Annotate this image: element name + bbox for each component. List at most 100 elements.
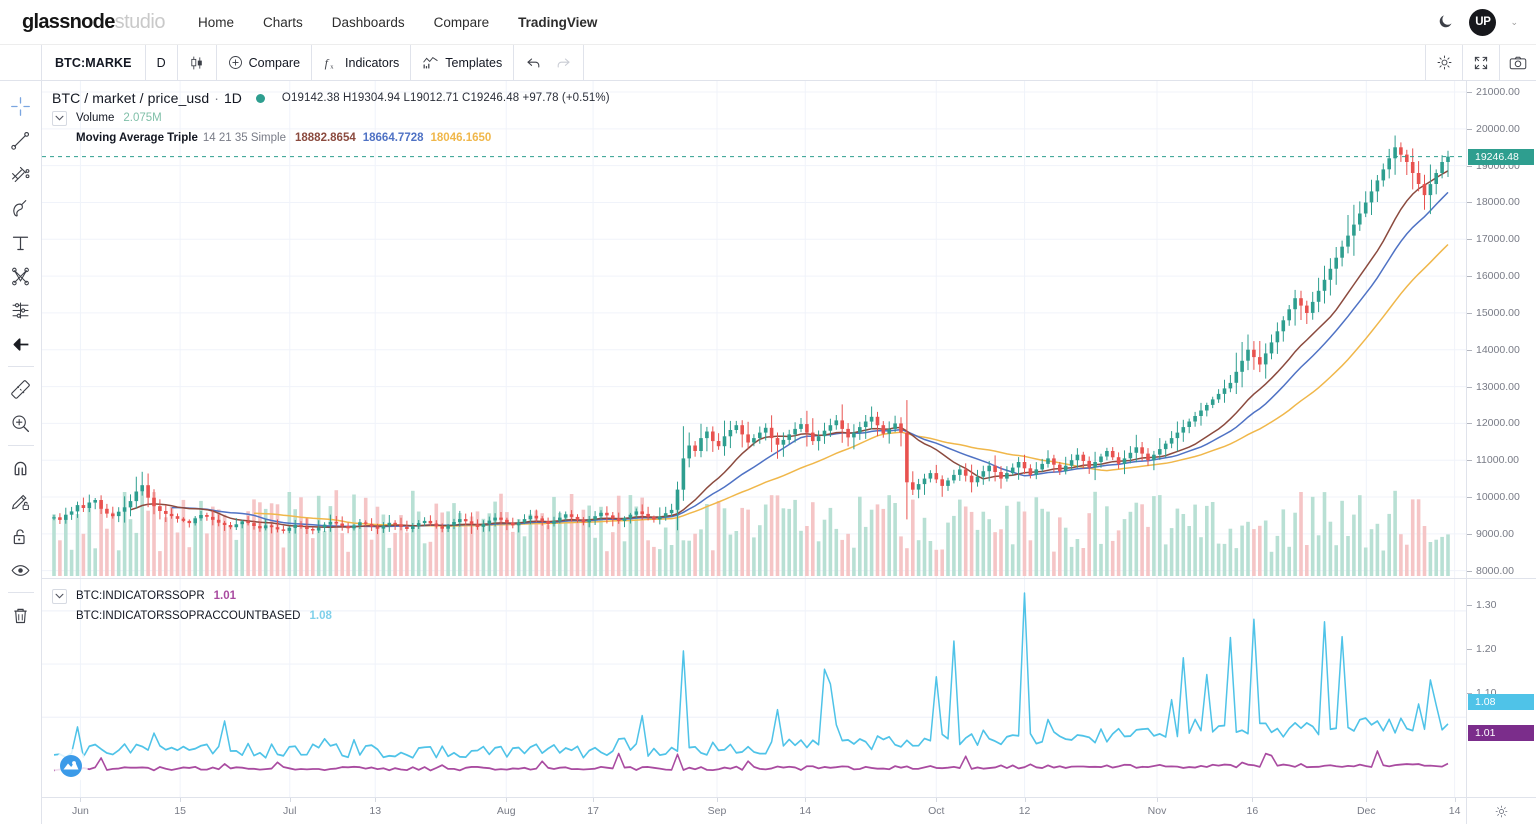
sopr-label: BTC:INDICATORSSOPR (76, 590, 205, 602)
volume-value: 2.075M (123, 112, 162, 124)
time-axis-label: 15 (174, 805, 186, 817)
indicator-axis-tick (1467, 605, 1472, 607)
interval-button[interactable]: D (146, 45, 178, 80)
moving-average-params: 14 21 35 Simple (202, 132, 286, 144)
indicator-value-badge: 1.08 (1468, 693, 1534, 710)
price-axis-tick (1467, 570, 1472, 572)
trend-line-icon[interactable] (4, 123, 38, 157)
measure-icon[interactable] (4, 372, 38, 406)
zoom-in-icon[interactable] (4, 406, 38, 440)
templates-label: Templates (445, 55, 503, 70)
indicator-chart-canvas[interactable]: BTC:INDICATORSSOPR 1.01 BTC:INDICATORSSO… (42, 579, 1466, 797)
ohlc-values: O19142.38 H19304.94 L19012.71 C19246.48 … (281, 92, 610, 104)
nav-right-group: UP ⌄ (1437, 8, 1518, 36)
time-axis[interactable]: Jun 15 Jul 13 Aug 17 Sep 14 Oct 12 Nov 16 Dec 14 (42, 797, 1536, 824)
price-axis-label: 18000.00 (1476, 196, 1520, 209)
chart-toolbar: BTC:MARKE D Compare f x (0, 45, 1536, 81)
patterns-icon[interactable] (4, 259, 38, 293)
price-axis-label: 9000.00 (1476, 527, 1514, 540)
nav-link-tradingview[interactable]: TradingView (518, 14, 598, 30)
time-axis-label: 14 (1448, 805, 1461, 817)
magnet-icon[interactable] (4, 451, 38, 485)
redo-icon[interactable] (555, 56, 571, 70)
time-axis-tick (1156, 798, 1158, 802)
svg-text:x: x (330, 63, 334, 70)
price-axis-tick (1467, 533, 1472, 535)
price-axis-tick (1467, 497, 1472, 498)
nav-link-home[interactable]: Home (198, 14, 235, 30)
time-axis-tick (506, 798, 508, 802)
text-icon[interactable] (4, 225, 38, 259)
pane-divider[interactable] (42, 578, 1536, 579)
moon-icon[interactable] (1437, 13, 1455, 31)
toolbar-divider-2 (7, 445, 34, 446)
undo-redo-group (514, 45, 585, 80)
time-axis-label: Nov (1147, 805, 1167, 817)
brush-icon[interactable] (4, 191, 38, 225)
price-axis[interactable]: 21000.00 20000.00 19000.00 18000.00 17000.00… (1466, 81, 1536, 578)
indicator-axis[interactable]: 1.301.201.101.081.01 (1466, 579, 1536, 797)
indicators-button[interactable]: f x Indicators (312, 45, 412, 80)
svg-text:f: f (325, 56, 330, 70)
price-axis-label: 17000.00 (1476, 233, 1520, 246)
toolbar-right-group (1425, 45, 1536, 80)
price-axis-label: 21000.00 (1476, 86, 1520, 99)
time-axis-tick (1454, 798, 1456, 802)
price-chart-canvas[interactable]: BTC / market / price_usd · 1D O19142.38 … (42, 81, 1466, 578)
templates-button[interactable]: Templates (411, 45, 515, 80)
nav-link-compare[interactable]: Compare (433, 14, 490, 30)
time-axis-label: Jul (283, 805, 297, 817)
chart-column: BTC / market / price_usd · 1D O19142.38 … (42, 81, 1536, 824)
toolbar-divider-3 (7, 592, 34, 593)
forecast-icon[interactable] (4, 293, 38, 327)
current-price-badge: 19246.48 (1468, 148, 1534, 165)
glassnode-logo[interactable]: glassnode studio (22, 11, 166, 34)
sopr-account-legend-row: BTC:INDICATORSSOPRACCOUNTBASED 1.08 (52, 606, 332, 626)
avatar[interactable]: UP (1469, 8, 1497, 36)
time-axis-label: Jun (71, 805, 89, 817)
price-axis-tick (1467, 349, 1472, 351)
trash-icon[interactable] (4, 598, 38, 632)
chevron-down-icon[interactable]: ⌄ (1510, 16, 1518, 27)
pane-collapse-chevron-icon[interactable] (52, 110, 67, 126)
price-axis-tick (1467, 239, 1472, 241)
time-axis-tick (1024, 798, 1026, 802)
lock-icon[interactable] (4, 519, 38, 553)
time-axis-tick (805, 798, 807, 802)
indicator-axis-tick (1467, 649, 1472, 651)
legend-separator: · (214, 90, 219, 106)
pitchfork-icon[interactable] (4, 157, 38, 191)
price-axis-tick (1467, 460, 1472, 462)
chart-type-button[interactable] (178, 45, 217, 80)
price-axis-tick (1467, 92, 1472, 94)
price-axis-tick (1467, 276, 1472, 278)
time-axis-label: Dec (1356, 805, 1376, 817)
symbol-button[interactable]: BTC:MARKE (42, 45, 146, 80)
undo-icon[interactable] (526, 56, 542, 70)
stay-in-drawing-mode-icon[interactable] (4, 485, 38, 519)
price-axis-tick (1467, 312, 1472, 314)
crosshair-icon[interactable] (4, 89, 38, 123)
eye-icon[interactable] (4, 553, 38, 587)
indicator-collapse-chevron-icon[interactable] (52, 588, 67, 604)
volume-label: Volume (76, 112, 115, 124)
glassnode-watermark-icon (54, 749, 88, 783)
price-series-svg (42, 81, 1466, 578)
time-axis-tick (180, 798, 182, 802)
drawing-toolbar (0, 81, 42, 824)
time-axis-labels: Jun 15 Jul 13 Aug 17 Sep 14 Oct 12 Nov 16 Dec 14 (42, 798, 1466, 824)
arrow-icon[interactable] (4, 327, 38, 361)
camera-icon[interactable] (1499, 45, 1536, 80)
price-axis-label: 12000.00 (1476, 417, 1520, 430)
gear-icon[interactable] (1425, 45, 1462, 80)
series-color-dot (255, 93, 265, 103)
compare-button[interactable]: Compare (217, 45, 313, 80)
nav-link-charts[interactable]: Charts (263, 14, 303, 30)
time-axis-tick (1366, 798, 1368, 802)
time-axis-label: Aug (496, 805, 516, 817)
fullscreen-icon[interactable] (1462, 45, 1499, 80)
top-navigation-bar: glassnode studio Home Charts Dashboards … (0, 0, 1536, 45)
time-axis-settings-gear-icon[interactable] (1466, 798, 1536, 824)
nav-link-dashboards[interactable]: Dashboards (331, 14, 405, 30)
indicator-series-svg (42, 579, 1466, 797)
